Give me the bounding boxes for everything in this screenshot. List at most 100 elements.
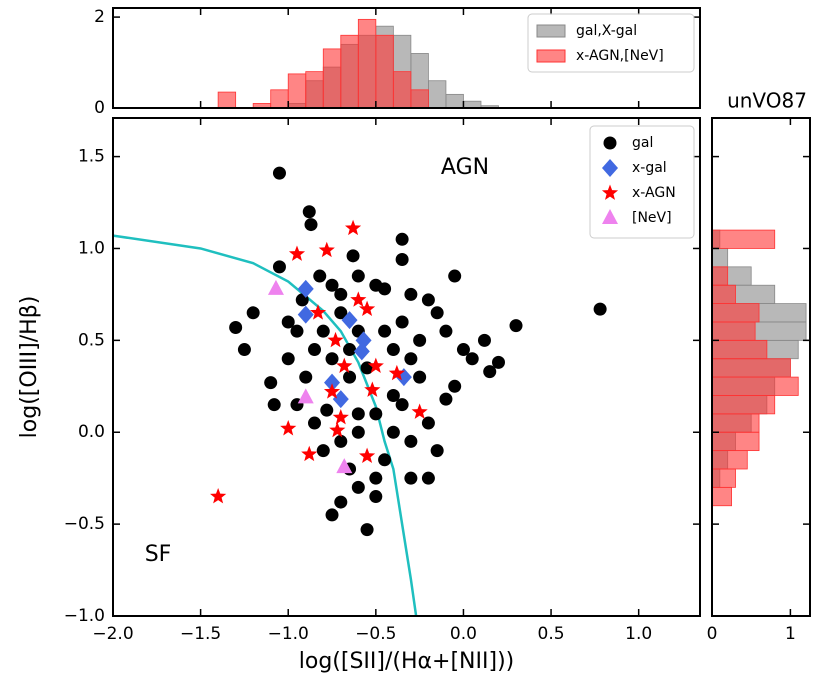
scatter-point (323, 383, 341, 399)
x-tick-label: −1.5 (180, 624, 221, 644)
y-axis-label: log([OIII]/Hβ) (17, 296, 42, 439)
scatter-point (237, 343, 251, 357)
scatter-point (297, 388, 314, 404)
histogram-bar (270, 89, 289, 109)
scatter-point (351, 425, 365, 439)
scatter-point (325, 278, 339, 292)
scatter-point (491, 355, 505, 369)
scatter-point (272, 260, 286, 274)
histogram-bar (340, 34, 359, 109)
scatter-point (378, 282, 392, 296)
scatter-point (336, 458, 353, 474)
legend-label: x-AGN,[NeV] (576, 48, 664, 64)
axes-frame (112, 7, 701, 109)
legend-marker (603, 136, 617, 150)
histogram-bar (711, 431, 760, 452)
scatter-point (264, 376, 278, 390)
histogram-bar (711, 413, 760, 433)
scatter-point (413, 333, 427, 347)
x-tick-label: 1.0 (625, 624, 652, 644)
scatter-point (272, 166, 286, 180)
scatter-point (302, 205, 316, 219)
legend-box (589, 125, 695, 239)
scatter-point (210, 488, 227, 504)
scatter-point (350, 291, 367, 307)
scatter-point (229, 320, 243, 334)
legend-marker (602, 209, 618, 224)
scatter-point (351, 407, 365, 421)
scatter-point (320, 403, 334, 417)
scatter-point (477, 333, 491, 347)
scatter-point (395, 232, 409, 246)
histogram-bar (711, 321, 756, 341)
scatter-point (421, 416, 435, 430)
histogram-bar (711, 395, 776, 415)
histogram-bar (375, 34, 394, 109)
scatter-point (246, 306, 260, 320)
scatter-point (421, 293, 435, 307)
scatter-point (332, 390, 349, 409)
histogram-bar (392, 71, 412, 109)
scatter-point (358, 447, 376, 464)
annotation: AGN (441, 155, 489, 180)
scatter-point (327, 331, 344, 348)
legend-box (527, 13, 695, 73)
histogram-bar (711, 284, 736, 305)
scatter-point (413, 370, 427, 384)
legend-marker (601, 184, 619, 200)
histogram-bar (711, 468, 736, 488)
histogram-bar (711, 229, 776, 249)
scatter-point (404, 352, 418, 366)
histogram-bar (217, 91, 237, 109)
x-tick-label: 0.5 (538, 624, 565, 644)
scatter-point (404, 434, 418, 448)
legend-swatch (536, 24, 566, 38)
scatter-point (351, 269, 365, 283)
x-tick-label: −2.0 (92, 624, 133, 644)
histogram-bar (711, 303, 760, 323)
scatter-point (386, 425, 400, 439)
scatter-point (355, 331, 372, 350)
scatter-point (448, 379, 462, 393)
legend-marker (602, 159, 618, 177)
scatter-point (404, 287, 418, 301)
legend-label: [NeV] (632, 210, 672, 226)
scatter-point (343, 370, 357, 384)
y-tick-label: −0.5 (64, 514, 105, 534)
histogram-bar (711, 376, 799, 396)
scatter-point (341, 311, 358, 330)
histogram-bar (711, 266, 729, 286)
scatter-point (378, 453, 392, 467)
scatter-point (439, 324, 453, 338)
scatter-point (308, 416, 322, 430)
histogram-bar (305, 71, 324, 109)
scatter-point (344, 219, 362, 236)
legend-label: gal,X-gal (576, 23, 637, 39)
scatter-point (334, 287, 348, 301)
x-tick-label: −1.0 (268, 624, 309, 644)
x-tick-label: 0 (707, 624, 718, 644)
legend-label: x-AGN (632, 185, 676, 201)
scatter-point (281, 315, 295, 329)
scatter-point (280, 420, 297, 436)
scatter-point (343, 343, 357, 357)
scatter-point (301, 445, 318, 462)
x-axis-label: log([SII]/(Hα+[NII])) (299, 649, 514, 674)
histogram-bar (357, 18, 377, 109)
scatter-point (593, 302, 607, 316)
y-tick-label: 0.0 (78, 422, 105, 442)
scatter-point (430, 444, 444, 458)
scatter-point (334, 434, 348, 448)
panel-title: unVO87 (727, 89, 807, 113)
scatter-point (404, 471, 418, 485)
histogram-bar (428, 80, 447, 109)
scatter-point (369, 490, 383, 504)
scatter-point (465, 352, 479, 366)
scatter-point (388, 364, 405, 381)
scatter-point (299, 370, 313, 384)
histogram-bar (711, 486, 733, 507)
histogram-bar (711, 450, 748, 470)
y-tick-label: 1.0 (78, 238, 105, 258)
scatter-point (267, 398, 281, 412)
